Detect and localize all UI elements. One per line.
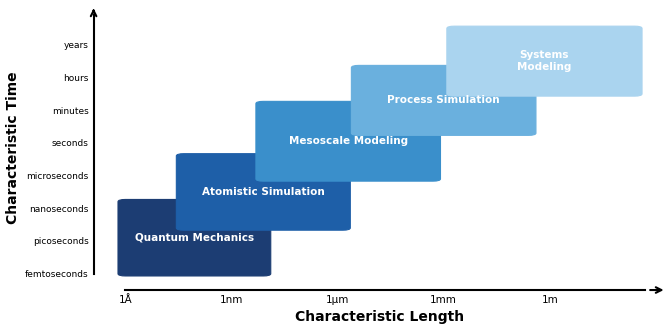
Text: Mesoscale Modeling: Mesoscale Modeling xyxy=(289,136,408,146)
Text: Systems
Modeling: Systems Modeling xyxy=(517,50,572,72)
FancyBboxPatch shape xyxy=(447,26,642,96)
FancyBboxPatch shape xyxy=(256,101,440,181)
Y-axis label: Characteristic Time: Characteristic Time xyxy=(5,72,19,224)
FancyBboxPatch shape xyxy=(351,65,536,135)
Text: Quantum Mechanics: Quantum Mechanics xyxy=(135,233,254,243)
Text: Process Simulation: Process Simulation xyxy=(387,95,500,105)
FancyBboxPatch shape xyxy=(176,154,350,230)
X-axis label: Characteristic Length: Characteristic Length xyxy=(296,311,464,324)
Text: Atomistic Simulation: Atomistic Simulation xyxy=(202,187,325,197)
FancyBboxPatch shape xyxy=(118,199,271,276)
